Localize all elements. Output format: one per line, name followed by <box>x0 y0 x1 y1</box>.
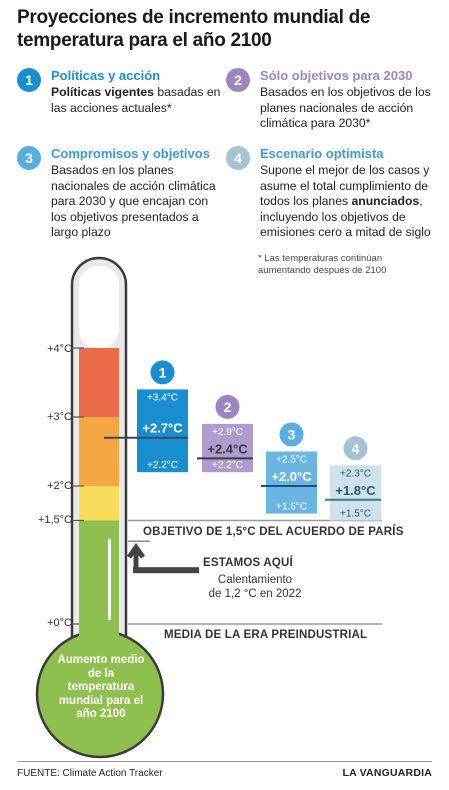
range-bar-3 <box>266 451 317 514</box>
high-label-2: +2.9°C <box>212 427 243 438</box>
here-sub-1: Calentamiento <box>217 574 293 586</box>
high-label-3: +2.5°C <box>276 455 307 466</box>
range-badge-num-1: 1 <box>159 364 167 380</box>
here-sub-2: de 1,2 °C en 2022 <box>208 588 302 600</box>
tick-label-4: +4°C <box>47 343 72 355</box>
scenario-4-title: Escenario optimista <box>260 146 384 161</box>
range-bar-4 <box>330 465 381 521</box>
range-badge-num-3: 3 <box>288 427 296 443</box>
tube-band-2 <box>79 486 119 521</box>
page-title: Proyecciones de incremento mundial de te… <box>17 7 371 51</box>
footer-source: FUENTE: Climate Action Tracker <box>17 768 163 779</box>
scenario-4-desc: Supone el mejor de los casos y asume el … <box>260 163 431 239</box>
high-label-1: +3.4°C <box>147 392 178 403</box>
low-label-1: +2.2°C <box>147 460 178 471</box>
here-label: ESTAMOS AQUÍ <box>203 557 293 569</box>
scenario-1-desc: basadas en las acciones actuales* <box>51 85 221 115</box>
range-badge-4 <box>343 436 368 461</box>
tube-top-empty <box>79 266 119 348</box>
scenario-1-badge: 1 <box>17 68 41 92</box>
tube-band-1 <box>79 417 119 486</box>
mean-label-4: +1.8°C <box>335 483 376 498</box>
scenario-3-badge: 3 <box>17 146 41 170</box>
scenario-2-desc: Basados en los objetivos de los planes n… <box>260 85 431 130</box>
preindustrial-label: MEDIA DE LA ERA PREINDUSTRIAL <box>164 629 368 641</box>
scenario-4-badge: 4 <box>226 146 250 170</box>
scenario-1-title: Políticas y acción <box>51 68 161 83</box>
range-badge-1 <box>150 360 175 385</box>
current-level-line <box>108 539 111 640</box>
range-badge-2 <box>215 394 240 419</box>
range-bar-1 <box>137 389 188 473</box>
scenario-2-badge: 2 <box>226 68 250 92</box>
scenario-3-title: Compromisos y objetivos <box>51 146 210 161</box>
tick-label-1-5: +1,5°C <box>37 514 72 526</box>
bulb-neck-fill <box>79 620 119 648</box>
mean-label-2: +2.4°C <box>207 441 248 456</box>
scenario-1-desc-bold: Políticas vigentes <box>51 85 154 99</box>
footer-divider <box>17 761 432 762</box>
scenario-3-desc: Basados en los planes nacionales de acci… <box>51 163 216 239</box>
bulb-text: Aumento medio de la temperatura mundial … <box>57 654 145 720</box>
tick-label-2: +2°C <box>47 480 72 492</box>
low-label-2: +2.2°C <box>212 460 243 471</box>
scenario-2-title: Sólo objetivos para 2030 <box>260 68 413 83</box>
tube-band-0 <box>79 348 119 417</box>
low-label-3: +1.6°C <box>276 502 307 513</box>
mean-label-1: +2.7°C <box>142 421 183 436</box>
range-badge-num-2: 2 <box>224 399 232 415</box>
note: * Las temperaturas continúan aumentando … <box>258 253 387 276</box>
range-badge-3 <box>279 422 304 447</box>
range-badge-num-4: 4 <box>352 440 360 456</box>
range-bar-2 <box>202 423 253 473</box>
tick-label-3: +3°C <box>47 411 72 423</box>
tick-label-0: +0°C <box>47 617 72 629</box>
high-label-4: +2.3°C <box>340 468 371 479</box>
here-arrow-bar <box>133 567 199 574</box>
paris-target-label: OBJETIVO DE 1,5°C DEL ACUERDO DE PARÍS <box>143 526 404 538</box>
low-label-4: +1.5°C <box>340 509 371 520</box>
footer-brand: LA VANGUARDIA <box>342 767 432 779</box>
tube-band-3 <box>79 520 119 624</box>
mean-label-3: +2.0°C <box>271 469 312 484</box>
